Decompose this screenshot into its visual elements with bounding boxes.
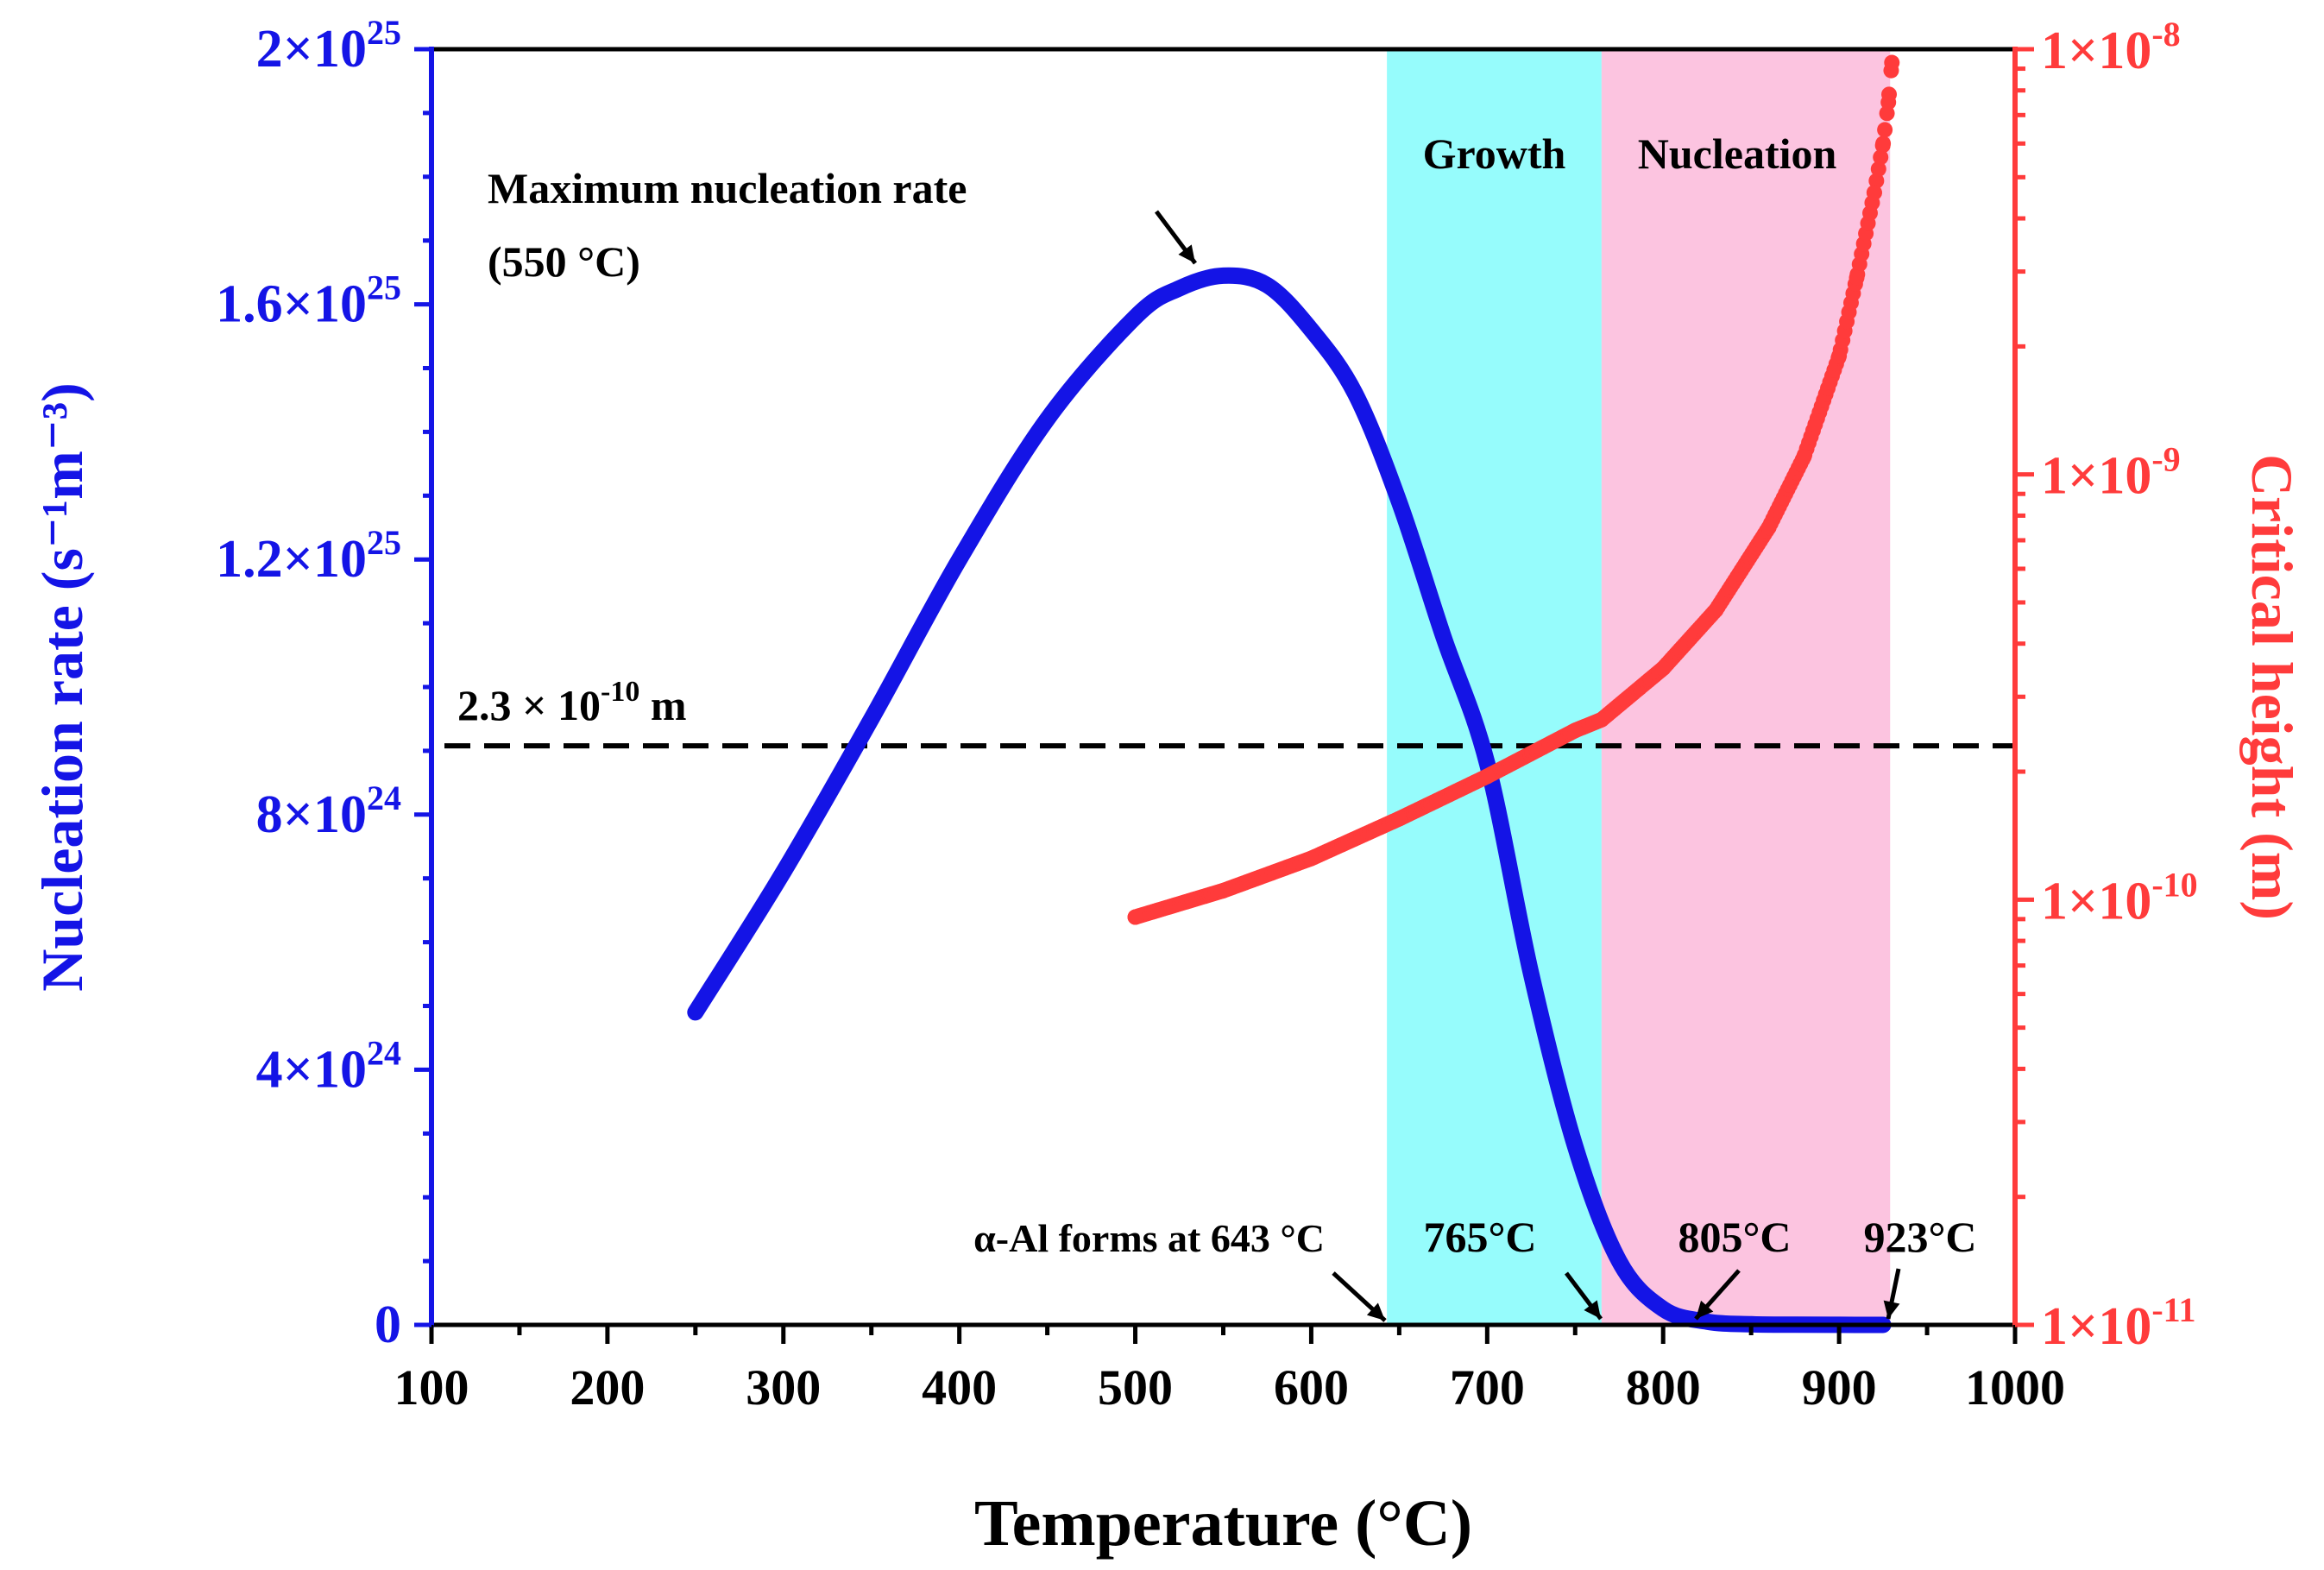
left-y-tick-label: 1.6×1025	[216, 268, 401, 334]
x-tick-label: 100	[394, 1359, 469, 1416]
critical-height-point	[1877, 122, 1893, 138]
critical-height-point	[1303, 850, 1319, 867]
x-tick-label: 900	[1802, 1359, 1877, 1416]
critical-height-point	[1870, 161, 1886, 177]
axis-ticks	[414, 47, 2034, 1344]
max-rate-temp-annotation: (550 °C)	[488, 237, 640, 286]
nucleation-rate-series-line	[687, 267, 1892, 1334]
critical-height-point	[1760, 520, 1777, 536]
growth-region-label: Growth	[1423, 129, 1566, 178]
right-y-tick-label: 1×10-8	[2041, 15, 2181, 80]
critical-height-point	[1655, 660, 1672, 677]
temp-765-annotation: 765°C	[1423, 1213, 1536, 1261]
critical-height-point	[1479, 768, 1496, 785]
nucleation-region-label: Nucleation	[1638, 129, 1837, 178]
x-tick-label: 600	[1274, 1359, 1349, 1416]
right-y-axis-title: Critical height (m)	[2239, 454, 2305, 920]
alpha-al-annotation: α-Al forms at 643 °C	[973, 1216, 1325, 1260]
arrow-head	[1883, 1300, 1900, 1319]
reference-line-label: 2.3 × 10-10 m	[457, 676, 686, 729]
x-tick-label: 400	[922, 1359, 997, 1416]
left-y-tick-label: 0	[375, 1296, 401, 1354]
critical-height-point	[1868, 173, 1885, 189]
critical-height-point	[1831, 348, 1848, 364]
critical-height-point	[1391, 810, 1408, 827]
x-tick-label: 700	[1450, 1359, 1525, 1416]
critical-height-point	[1593, 711, 1609, 728]
critical-height-point	[1567, 722, 1584, 739]
right-y-tick-label: 1×10-9	[2041, 440, 2181, 506]
left-y-tick-label: 4×1024	[256, 1033, 401, 1099]
x-axis-title: Temperature (°C)	[974, 1487, 1472, 1560]
x-tick-label: 500	[1098, 1359, 1173, 1416]
x-tick-label: 1000	[1965, 1359, 2065, 1416]
left-y-tick-label: 2×1025	[256, 13, 401, 79]
annotation-arrows	[1155, 210, 1901, 1322]
max-rate-annotation: Maximum nucleation rate	[488, 164, 967, 212]
arrow-head	[1584, 1300, 1601, 1319]
temp-923-annotation: 923°C	[1863, 1213, 1976, 1261]
critical-height-point	[1708, 602, 1724, 618]
x-tick-label: 300	[746, 1359, 821, 1416]
right-y-tick-label: 1×10-10	[2041, 865, 2198, 930]
critical-height-point	[1215, 882, 1231, 898]
critical-height-point	[1848, 269, 1865, 286]
left-y-axis-title: Nucleation rate (s⁻¹m⁻³)	[29, 382, 95, 992]
critical-height-point	[1875, 136, 1892, 152]
x-tick-label: 200	[570, 1359, 645, 1416]
critical-height-point	[1884, 54, 1900, 71]
critical-height-series	[1127, 54, 1900, 925]
arrow-head	[1696, 1300, 1714, 1319]
right-y-tick-label: 1×10-11	[2041, 1290, 2195, 1356]
x-tick-label: 800	[1626, 1359, 1701, 1416]
critical-height-point	[1880, 94, 1897, 110]
left-y-tick-label: 8×1024	[256, 779, 401, 844]
critical-height-point	[1796, 449, 1812, 465]
left-y-tick-label: 1.2×1025	[216, 523, 401, 589]
critical-height-point	[1127, 909, 1143, 925]
arrow-head	[1366, 1302, 1385, 1321]
critical-height-point	[1873, 149, 1889, 166]
critical-height-point	[1866, 185, 1882, 201]
arrow-head	[1178, 244, 1195, 263]
axis-tick-labels: 100 200 300 400 500 600 700 800 900 1000 0 4×1024 8×…	[216, 13, 2198, 1416]
temp-805-annotation: 805°C	[1678, 1213, 1791, 1261]
